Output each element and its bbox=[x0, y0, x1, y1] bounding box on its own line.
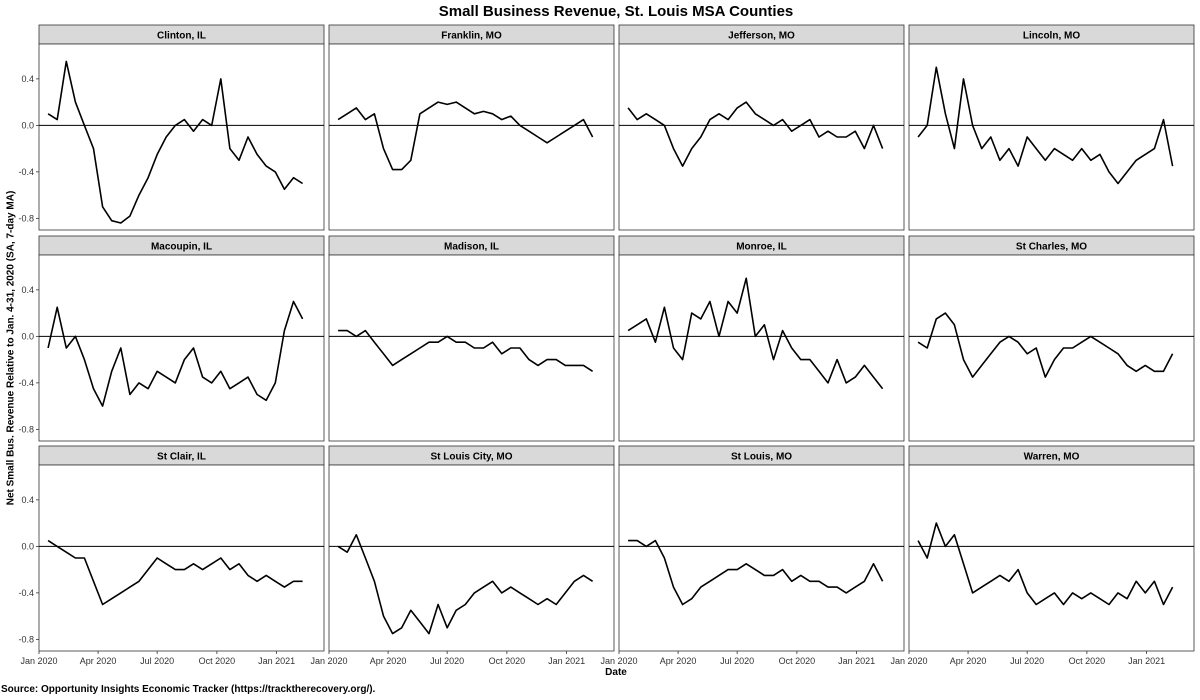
chart-title: Small Business Revenue, St. Louis MSA Co… bbox=[438, 3, 794, 20]
y-tick-label: -0.8 bbox=[18, 213, 34, 223]
facet-panel: St Louis City, MO Jan 2020 Apr 2020 Jul 202… bbox=[310, 445, 615, 666]
facet-panel: St Clair, IL -0.8 -0.4 0.0 0.4 Jan 2020 Apr 20… bbox=[18, 445, 325, 666]
facet-panel: Lincoln, MO bbox=[908, 24, 1195, 231]
y-tick-label: 0.4 bbox=[21, 285, 34, 295]
facet-label: St Louis, MO bbox=[731, 452, 792, 463]
x-tick-label: Jul 2020 bbox=[140, 656, 174, 666]
facet-panel: Franklin, MO bbox=[328, 24, 615, 231]
x-tick-label: Oct 2020 bbox=[489, 656, 526, 666]
panel-area bbox=[38, 254, 325, 442]
source-note: Source: Opportunity Insights Economic Tr… bbox=[1, 684, 376, 695]
facet-label: Madison, IL bbox=[444, 242, 499, 253]
panel-area bbox=[328, 43, 615, 231]
y-tick-label: -0.4 bbox=[18, 167, 34, 177]
facet-panel: St Louis, MO Jan 2020 Apr 2020 Jul 2020 Oct … bbox=[600, 445, 905, 666]
panel-area bbox=[618, 464, 905, 652]
y-tick-label: -0.4 bbox=[18, 378, 34, 388]
facet-label: Lincoln, MO bbox=[1023, 31, 1080, 42]
y-tick-label: -0.4 bbox=[18, 588, 34, 598]
y-tick-label: 0.0 bbox=[21, 541, 34, 551]
x-tick-label: Apr 2020 bbox=[80, 656, 117, 666]
x-tick-label: Jan 2020 bbox=[20, 656, 57, 666]
facet-label: St Clair, IL bbox=[157, 452, 206, 463]
series-line bbox=[47, 539, 303, 606]
series-line bbox=[47, 300, 304, 407]
panel-area bbox=[328, 464, 615, 652]
series-line bbox=[917, 522, 1174, 606]
y-tick-label: 0.0 bbox=[21, 331, 34, 341]
facet-panel: Macoupin, IL -0.8 -0.4 0.0 0.4 bbox=[18, 235, 325, 442]
x-tick-label: Jan 2020 bbox=[890, 656, 927, 666]
x-tick-label: Apr 2020 bbox=[660, 656, 697, 666]
x-tick-label: Jan 2021 bbox=[1128, 656, 1165, 666]
series-line bbox=[337, 101, 594, 171]
panel-area bbox=[908, 254, 1195, 442]
facet-label: Jefferson, MO bbox=[728, 31, 795, 42]
panel-area bbox=[618, 254, 905, 442]
facet-label: Clinton, IL bbox=[157, 31, 206, 42]
x-tick-label: Oct 2020 bbox=[1069, 656, 1106, 666]
facet-panel: St Charles, MO bbox=[908, 235, 1195, 442]
y-tick-label: 0.4 bbox=[21, 74, 34, 84]
x-tick-label: Jan 2021 bbox=[548, 656, 585, 666]
facet-label: Monroe, IL bbox=[736, 242, 787, 253]
x-tick-label: Apr 2020 bbox=[950, 656, 987, 666]
facet-panel: Jefferson, MO bbox=[618, 24, 905, 231]
panel-area bbox=[908, 464, 1195, 652]
panel-area bbox=[618, 43, 905, 231]
series-line bbox=[917, 312, 1174, 378]
x-tick-label: Apr 2020 bbox=[370, 656, 407, 666]
x-tick-label: Jan 2020 bbox=[600, 656, 637, 666]
facet-label: St Charles, MO bbox=[1016, 242, 1087, 253]
series-line bbox=[627, 101, 884, 167]
y-tick-label: 0.0 bbox=[21, 120, 34, 130]
facet-panel: Warren, MO Jan 2020 Apr 2020 Jul 2020 Oct 20… bbox=[890, 445, 1195, 666]
series-line bbox=[47, 60, 304, 224]
facet-label: Franklin, MO bbox=[441, 31, 502, 42]
series-line bbox=[337, 533, 594, 635]
facet-panel: Monroe, IL bbox=[618, 235, 905, 442]
x-tick-label: Jul 2020 bbox=[720, 656, 754, 666]
x-tick-label: Oct 2020 bbox=[199, 656, 236, 666]
x-tick-label: Jul 2020 bbox=[1010, 656, 1044, 666]
x-tick-label: Jan 2021 bbox=[838, 656, 875, 666]
x-tick-label: Jan 2021 bbox=[258, 656, 295, 666]
panel-area bbox=[328, 254, 615, 442]
facet-label: Warren, MO bbox=[1024, 452, 1080, 463]
facet-panel: Clinton, IL -0.8 -0.4 0.0 0.4 bbox=[18, 24, 325, 231]
x-tick-label: Jan 2020 bbox=[310, 656, 347, 666]
x-axis-label: Date bbox=[605, 667, 627, 678]
panel-area bbox=[38, 464, 325, 652]
series-line bbox=[627, 277, 884, 390]
facet-label: Macoupin, IL bbox=[151, 242, 212, 253]
series-line bbox=[338, 329, 594, 372]
facet-label: St Louis City, MO bbox=[430, 452, 512, 463]
x-tick-label: Jul 2020 bbox=[430, 656, 464, 666]
facet-panel: Madison, IL bbox=[328, 235, 615, 442]
series-line bbox=[917, 66, 1174, 185]
x-tick-label: Oct 2020 bbox=[779, 656, 816, 666]
series-line bbox=[628, 539, 884, 606]
y-tick-label: 0.4 bbox=[21, 495, 34, 505]
y-tick-label: -0.8 bbox=[18, 424, 34, 434]
panel-area bbox=[38, 43, 325, 231]
y-tick-label: -0.8 bbox=[18, 634, 34, 644]
